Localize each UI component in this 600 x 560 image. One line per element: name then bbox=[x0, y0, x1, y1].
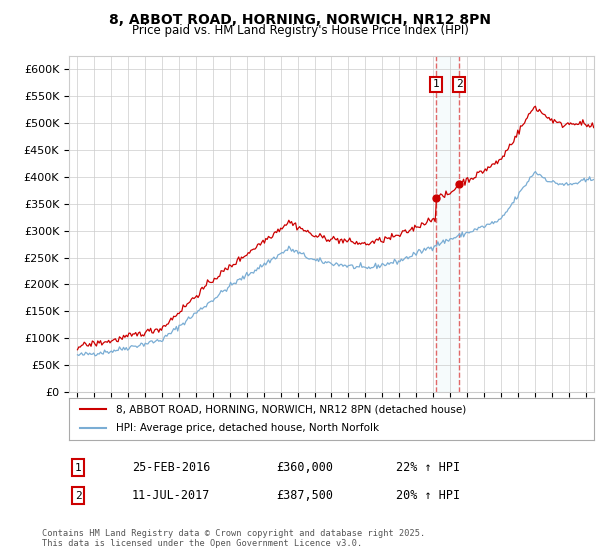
Text: Contains HM Land Registry data © Crown copyright and database right 2025.
This d: Contains HM Land Registry data © Crown c… bbox=[42, 529, 425, 548]
Text: 8, ABBOT ROAD, HORNING, NORWICH, NR12 8PN: 8, ABBOT ROAD, HORNING, NORWICH, NR12 8P… bbox=[109, 13, 491, 27]
Text: 25-FEB-2016: 25-FEB-2016 bbox=[132, 461, 211, 474]
Text: 20% ↑ HPI: 20% ↑ HPI bbox=[396, 489, 460, 502]
Point bbox=[431, 194, 440, 203]
Text: 1: 1 bbox=[74, 463, 82, 473]
Bar bbox=[436, 56, 459, 392]
Point bbox=[454, 179, 464, 188]
Text: 22% ↑ HPI: 22% ↑ HPI bbox=[396, 461, 460, 474]
Text: 8, ABBOT ROAD, HORNING, NORWICH, NR12 8PN (detached house): 8, ABBOT ROAD, HORNING, NORWICH, NR12 8P… bbox=[116, 404, 467, 414]
Text: Price paid vs. HM Land Registry's House Price Index (HPI): Price paid vs. HM Land Registry's House … bbox=[131, 24, 469, 38]
Text: 1: 1 bbox=[432, 80, 439, 90]
Text: £387,500: £387,500 bbox=[276, 489, 333, 502]
Text: 2: 2 bbox=[456, 80, 463, 90]
Text: HPI: Average price, detached house, North Norfolk: HPI: Average price, detached house, Nort… bbox=[116, 423, 379, 433]
Text: 2: 2 bbox=[74, 491, 82, 501]
Text: 11-JUL-2017: 11-JUL-2017 bbox=[132, 489, 211, 502]
Text: £360,000: £360,000 bbox=[276, 461, 333, 474]
